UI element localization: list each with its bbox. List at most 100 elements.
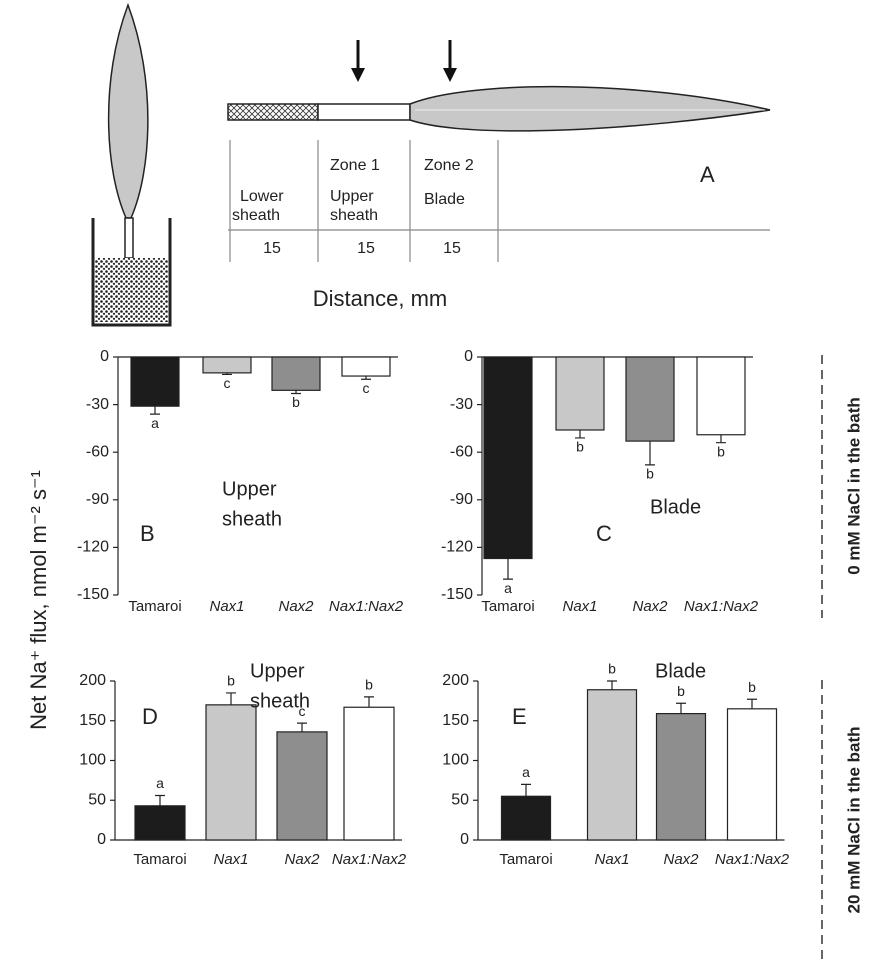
error-bar [676,702,686,714]
zone-name: sheath [330,207,378,224]
error-bar [222,372,232,376]
x-tick-label: Nax1:Nax2 [684,598,759,615]
y-tick-label: -30 [450,396,473,413]
significance-letter: c [363,380,370,396]
bar [555,356,605,431]
y-tick-label: -150 [77,586,109,603]
x-tick-label: Nax1 [213,851,248,868]
y-tick-label: -120 [441,539,473,556]
error-bar [716,434,726,444]
x-tick-label: Nax2 [632,598,668,615]
x-tick-label: Nax1 [594,851,629,868]
significance-letter: b [748,679,756,695]
y-tick-label: 150 [79,712,106,729]
y-tick-label: 0 [464,348,473,365]
y-tick-label: 50 [88,791,106,808]
x-tick-label: Nax1:Nax2 [715,851,790,868]
significance-letter: b [227,673,235,689]
error-bar [607,680,617,690]
significance-letter: c [299,703,306,719]
significance-letter: b [677,683,685,699]
panel-label: A [700,162,715,187]
significance-letter: a [151,415,159,431]
distance-label: Distance, mm [313,286,447,311]
y-tick-label: -30 [86,396,109,413]
panel-label: E [512,704,527,729]
x-tick-label: Tamaroi [499,851,552,868]
x-tick-label: Tamaroi [133,851,186,868]
zone-length: 15 [357,240,375,257]
error-bar [155,794,165,806]
significance-letter: c [224,375,231,391]
zone-name: Lower [240,188,284,205]
bar [483,356,533,560]
leaf-diagram: Zone 1 Zone 2 Lower sheath Upper sheath … [227,40,771,311]
zone-name: Blade [424,191,465,208]
error-bar [747,698,757,709]
bar [271,356,321,391]
bar [202,356,252,374]
y-tick-label: 0 [460,831,469,848]
condition-label: 0 mM NaCl in the bath [844,397,863,575]
bar [625,356,675,442]
panel-label: B [140,521,155,546]
bar [276,731,328,841]
x-tick-label: Nax2 [278,598,314,615]
y-tick-label: 0 [97,831,106,848]
y-tick-label: 100 [442,752,469,769]
error-bar [291,390,301,395]
y-tick-label: -60 [450,443,473,460]
y-tick-label: 50 [451,791,469,808]
significance-letter: a [156,775,164,791]
significance-letter: b [717,443,725,459]
significance-letter: b [365,677,373,693]
significance-letter: a [504,580,512,596]
significance-letter: a [522,764,530,780]
zone-name: sheath [232,207,280,224]
y-tick-label: 0 [100,348,109,365]
panel-annotation: Blade [655,660,706,682]
condition-label: 20 mM NaCl in the bath [844,726,863,913]
significance-letter: b [608,661,616,677]
bar [134,805,186,841]
significance-letter: b [646,466,654,482]
y-tick-label: 200 [442,672,469,689]
panel-annotation: Upper [222,478,277,500]
y-tick-label: -150 [441,586,473,603]
error-bar [645,441,655,466]
x-tick-label: Nax1:Nax2 [329,598,404,615]
bar [655,712,707,841]
error-bar [226,692,236,705]
panel-annotation: Upper [250,660,305,682]
bar [343,706,395,841]
y-tick-label: -90 [86,491,109,508]
zone-length: 15 [263,240,281,257]
plant-illustration [91,2,172,327]
x-tick-label: Tamaroi [481,598,534,615]
y-tick-label: 150 [442,712,469,729]
error-bar [503,558,513,580]
y-tick-label: 200 [79,672,106,689]
y-axis-label: Net Na⁺ flux, nmol m⁻² s⁻¹ [26,470,51,730]
bar [500,795,552,841]
panel-label: D [142,704,158,729]
y-tick-label: -120 [77,539,109,556]
error-bar [521,783,531,797]
significance-letter: b [576,439,584,455]
x-tick-label: Nax2 [284,851,320,868]
zone-label: Zone 1 [330,157,380,174]
error-bar [297,722,307,732]
bar [341,356,391,377]
panel-annotation: sheath [250,690,310,712]
y-tick-label: 100 [79,752,106,769]
panel-annotation: sheath [222,508,282,530]
panel-annotation: Blade [650,496,701,518]
x-tick-label: Nax2 [663,851,699,868]
bar [696,356,746,436]
zone-label: Zone 2 [424,157,474,174]
error-bar [361,376,371,380]
significance-letter: b [292,394,300,410]
x-tick-label: Nax1 [562,598,597,615]
bar [130,356,180,407]
